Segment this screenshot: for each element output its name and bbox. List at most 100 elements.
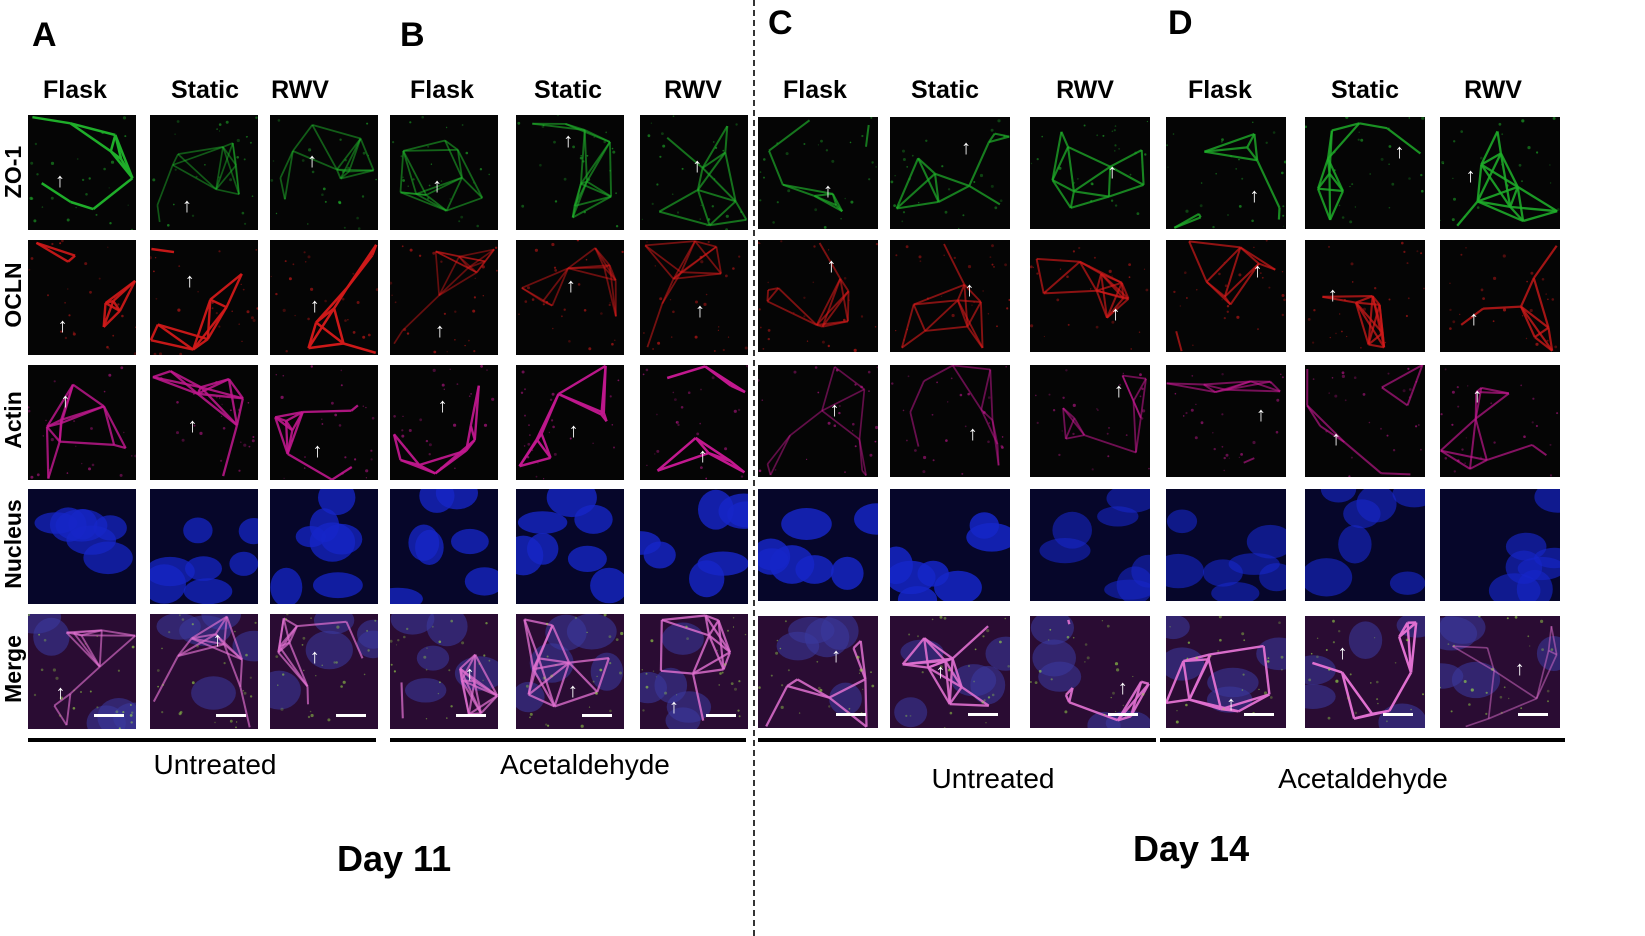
arrowhead-marker: ↑ bbox=[187, 415, 198, 438]
micrograph-actin: ↑ bbox=[150, 365, 258, 480]
scale-bar bbox=[216, 714, 246, 717]
micrograph-merge: ↑ bbox=[390, 614, 498, 729]
rule-acetaldehyde-day14 bbox=[1160, 738, 1565, 742]
micrograph-zo-1: ↑ bbox=[270, 115, 378, 230]
micrograph-ocln: ↑ bbox=[1305, 240, 1425, 352]
micrograph-merge: ↑ bbox=[516, 614, 624, 729]
arrowhead-marker: ↑ bbox=[1327, 283, 1338, 306]
row-label-zo1: ZO-1 bbox=[0, 145, 26, 199]
arrowhead-marker: ↑ bbox=[568, 420, 579, 443]
day-label-11: Day 11 bbox=[337, 838, 452, 879]
column-header-static: Static bbox=[170, 76, 240, 104]
panel-letter-b: B bbox=[400, 16, 425, 54]
arrowhead-marker: ↑ bbox=[60, 390, 71, 413]
arrowhead-marker: ↑ bbox=[563, 129, 574, 152]
micrograph-merge: ↑ bbox=[270, 614, 378, 729]
micrograph-zo-1: ↑ bbox=[1440, 117, 1560, 229]
micrograph-actin: ↑ bbox=[1305, 365, 1425, 477]
micrograph-actin: ↑ bbox=[1440, 365, 1560, 477]
column-header-rwv: RWV bbox=[1056, 76, 1114, 104]
micrograph-zo-1: ↑ bbox=[890, 117, 1010, 229]
arrowhead-marker: ↑ bbox=[694, 299, 705, 322]
micrograph-merge: ↑ bbox=[1166, 616, 1286, 728]
micrograph-merge: ↑ bbox=[150, 614, 258, 729]
arrowhead-marker: ↑ bbox=[434, 319, 445, 342]
micrograph-nucleus bbox=[270, 489, 378, 604]
scale-bar bbox=[582, 714, 612, 717]
group-label-acetaldehyde-day11: Acetaldehyde bbox=[500, 749, 670, 780]
column-header-static: Static bbox=[1330, 76, 1400, 104]
arrowhead-marker: ↑ bbox=[1113, 380, 1124, 403]
micrograph-zo-1: ↑ bbox=[516, 115, 624, 230]
arrowhead-marker: ↑ bbox=[54, 169, 65, 192]
micrograph-actin: ↑ bbox=[1030, 365, 1150, 477]
arrowhead-marker: ↑ bbox=[309, 645, 320, 668]
micrograph-merge: ↑ bbox=[890, 616, 1010, 728]
arrowhead-marker: ↑ bbox=[567, 679, 578, 702]
micrograph-ocln: ↑ bbox=[1440, 240, 1560, 352]
arrowhead-marker: ↑ bbox=[1107, 160, 1118, 183]
arrowhead-marker: ↑ bbox=[1255, 403, 1266, 426]
arrowhead-marker: ↑ bbox=[961, 136, 972, 159]
arrowhead-marker: ↑ bbox=[182, 194, 192, 217]
arrowhead-marker: ↑ bbox=[829, 399, 840, 422]
scale-bar bbox=[1108, 713, 1138, 716]
arrowhead-marker: ↑ bbox=[697, 445, 708, 468]
micrograph-nucleus bbox=[890, 489, 1010, 601]
panel-letter-d: D bbox=[1168, 4, 1193, 42]
arrowhead-marker: ↑ bbox=[565, 274, 576, 297]
micrograph-ocln: ↑ bbox=[1030, 240, 1150, 352]
scale-bar bbox=[706, 714, 736, 717]
micrograph-nucleus bbox=[1440, 489, 1560, 601]
arrowhead-marker: ↑ bbox=[1514, 657, 1525, 680]
micrograph-nucleus bbox=[1166, 489, 1286, 601]
micrograph-nucleus bbox=[516, 489, 624, 604]
micrograph-nucleus bbox=[1030, 489, 1150, 601]
column-header-flask: Flask bbox=[410, 76, 474, 104]
arrowhead-marker: ↑ bbox=[55, 682, 66, 705]
arrowhead-marker: ↑ bbox=[1110, 302, 1121, 325]
panel-letter-c: C bbox=[768, 4, 793, 42]
scale-bar bbox=[1244, 713, 1274, 716]
scale-bar bbox=[968, 713, 998, 716]
scale-bar bbox=[456, 714, 486, 717]
arrowhead-marker: ↑ bbox=[964, 278, 975, 301]
arrowhead-marker: ↑ bbox=[312, 440, 323, 463]
column-header-rwv: RWV bbox=[271, 76, 329, 104]
arrowhead-marker: ↑ bbox=[1117, 676, 1128, 699]
column-header-rwv: RWV bbox=[664, 76, 722, 104]
arrowhead-marker: ↑ bbox=[307, 149, 318, 172]
micrograph-merge: ↑ bbox=[1030, 616, 1150, 728]
group-label-acetaldehyde-day14: Acetaldehyde bbox=[1278, 763, 1448, 794]
group-label-untreated-day14: Untreated bbox=[931, 763, 1055, 794]
micrograph-actin: ↑ bbox=[1166, 365, 1286, 477]
arrowhead-marker: ↑ bbox=[1226, 692, 1237, 715]
micrograph-zo-1: ↑ bbox=[1166, 117, 1286, 229]
arrowhead-marker: ↑ bbox=[831, 644, 842, 667]
micrograph-ocln: ↑ bbox=[1166, 240, 1286, 352]
column-header-static: Static bbox=[910, 76, 980, 104]
scale-bar bbox=[1518, 713, 1548, 716]
arrowhead-marker: ↑ bbox=[1337, 641, 1348, 664]
micrograph-nucleus bbox=[758, 489, 878, 601]
micrograph-nucleus bbox=[150, 489, 258, 604]
row-label-actin: Actin bbox=[0, 391, 26, 449]
scale-bar bbox=[836, 713, 866, 716]
arrowhead-marker: ↑ bbox=[1331, 427, 1342, 450]
micrograph-zo-1: ↑ bbox=[390, 115, 498, 230]
micrograph-zo-1: ↑ bbox=[1305, 117, 1425, 229]
micrograph-ocln: ↑ bbox=[890, 240, 1010, 352]
micrograph-ocln: ↑ bbox=[28, 240, 136, 355]
group-label-untreated-day11: Untreated bbox=[153, 749, 277, 780]
rule-untreated-day11 bbox=[28, 738, 376, 742]
column-header-flask: Flask bbox=[1188, 76, 1252, 104]
micrograph-ocln: ↑ bbox=[150, 240, 258, 355]
day-divider bbox=[753, 0, 755, 936]
day-label-14: Day 14 bbox=[1133, 828, 1250, 869]
micrograph-actin: ↑ bbox=[28, 365, 136, 480]
micrograph-nucleus bbox=[1305, 489, 1425, 601]
arrowhead-marker: ↑ bbox=[692, 154, 703, 177]
micrograph-merge: ↑ bbox=[758, 616, 878, 728]
rule-acetaldehyde-day11 bbox=[390, 738, 746, 742]
micrograph-zo-1: ↑ bbox=[640, 115, 748, 230]
